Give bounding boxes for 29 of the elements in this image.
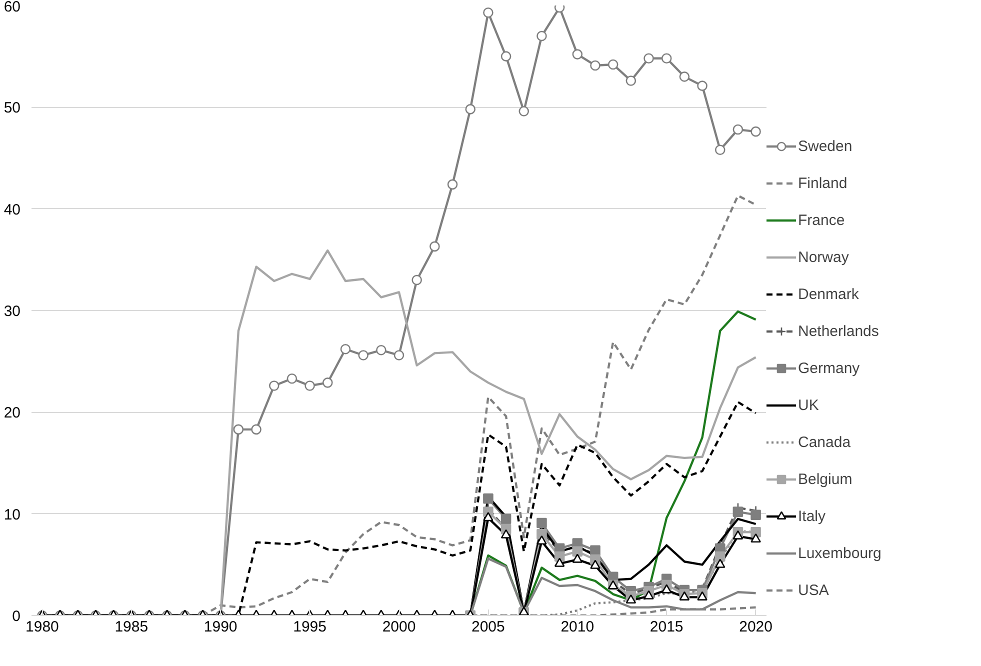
legend-label: France	[798, 212, 845, 228]
x-tick-label: 1985	[114, 618, 148, 636]
x-tick-label: 2015	[650, 618, 684, 636]
legend-label: Norway	[798, 248, 849, 266]
legend-label: Belgium	[798, 470, 852, 488]
legend-label: UK	[798, 396, 819, 414]
y-tick-label: 50	[4, 100, 21, 117]
x-tick-label: 2020	[739, 618, 772, 636]
legend-label: Netherlands	[798, 322, 879, 340]
legend-label: Germany	[798, 360, 860, 376]
x-tick-label: 1980	[26, 618, 59, 636]
legend-label: USA	[798, 582, 829, 598]
y-tick-label: 40	[4, 201, 21, 218]
legend-label: Finland	[798, 174, 848, 192]
y-tick-label: 20	[4, 404, 21, 422]
y-tick-label: 30	[4, 303, 21, 320]
legend-label: Italy	[798, 508, 826, 524]
legend-label: Canada	[798, 434, 851, 450]
x-tick-label: 2005	[472, 618, 505, 636]
x-tick-label: 1995	[293, 618, 326, 636]
y-tick-label: 60	[4, 0, 21, 16]
x-tick-label: 2000	[382, 618, 416, 636]
x-tick-label: 2010	[560, 618, 594, 636]
legend-label: Luxembourg	[798, 544, 882, 562]
legend-label: Denmark	[798, 286, 859, 302]
x-tick-label: 1990	[204, 618, 238, 636]
y-tick-label: 0	[12, 608, 20, 625]
y-tick-label: 10	[4, 506, 21, 524]
legend-label: Sweden	[798, 138, 852, 154]
